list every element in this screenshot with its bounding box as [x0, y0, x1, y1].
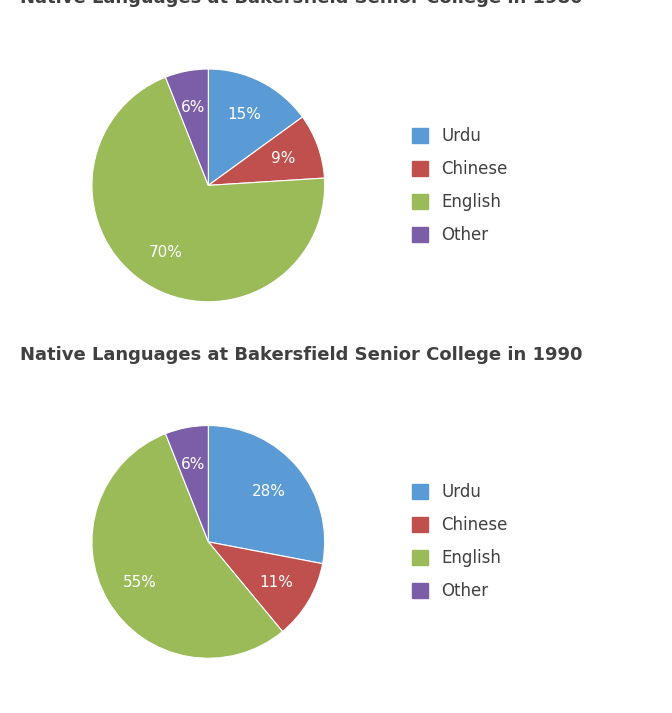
Text: 6%: 6% [181, 100, 206, 116]
Text: 9%: 9% [271, 151, 295, 166]
Text: Native Languages at Bakersfield Senior College in 1990: Native Languages at Bakersfield Senior C… [20, 346, 583, 364]
Wedge shape [208, 426, 325, 564]
Text: 6%: 6% [181, 456, 206, 472]
Text: 70%: 70% [149, 245, 183, 260]
Text: 11%: 11% [259, 575, 294, 590]
Text: 28%: 28% [253, 484, 286, 499]
Text: 15%: 15% [227, 108, 261, 123]
Text: Native Languages at Bakersfield Senior College in 1980: Native Languages at Bakersfield Senior C… [20, 0, 583, 7]
Wedge shape [165, 426, 208, 542]
Text: 55%: 55% [123, 575, 157, 590]
Wedge shape [92, 434, 282, 658]
Wedge shape [208, 542, 323, 632]
Wedge shape [165, 69, 208, 185]
Legend: Urdu, Chinese, English, Other: Urdu, Chinese, English, Other [405, 120, 515, 250]
Wedge shape [208, 117, 325, 185]
Legend: Urdu, Chinese, English, Other: Urdu, Chinese, English, Other [405, 477, 515, 607]
Wedge shape [92, 77, 325, 302]
Wedge shape [208, 69, 302, 185]
